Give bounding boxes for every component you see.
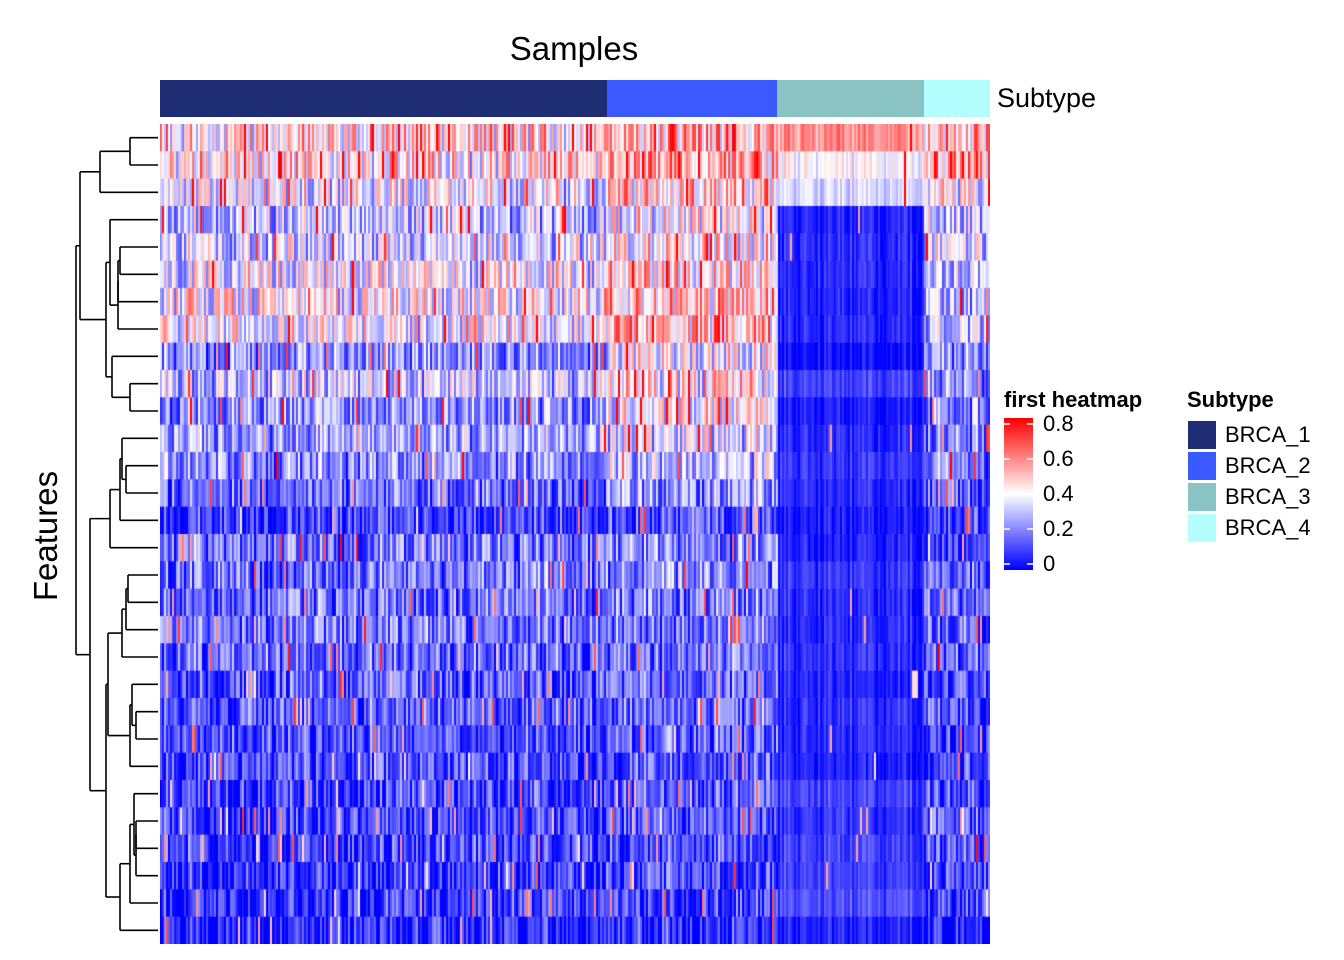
legend-label-brca_3: BRCA_3 [1225,484,1311,509]
legend-key-brca_3 [1188,483,1216,511]
legend-label-brca_1: BRCA_1 [1225,422,1311,447]
colorbar-title: first heatmap [1004,387,1143,412]
colorbar-tick-label: 0.6 [1043,446,1074,471]
legend-label-brca_2: BRCA_2 [1225,453,1311,478]
row-dendrogram [75,136,158,932]
annotation-segment-brca_2 [607,80,777,117]
legend-key-brca_2 [1188,452,1216,480]
legend-title: Subtype [1187,387,1274,412]
legend-key-brca_4 [1188,514,1216,542]
column-title: Samples [509,30,639,67]
annotation-segment-brca_3 [777,80,924,117]
legend-key-brca_1 [1188,421,1216,449]
annotation-segment-brca_1 [160,80,607,117]
annotation-label: Subtype [997,83,1097,113]
colorbar-tick-label: 0.4 [1043,481,1074,506]
colorbar-tick-label: 0 [1043,551,1056,576]
colorbar-tick-label: 0.2 [1043,516,1074,541]
annotation-segment-brca_4 [924,80,990,117]
legend-label-brca_4: BRCA_4 [1225,515,1311,540]
colorbar-tick-label: 0.8 [1043,411,1074,436]
heatmap-body [160,124,990,944]
colorbar [1004,418,1033,570]
